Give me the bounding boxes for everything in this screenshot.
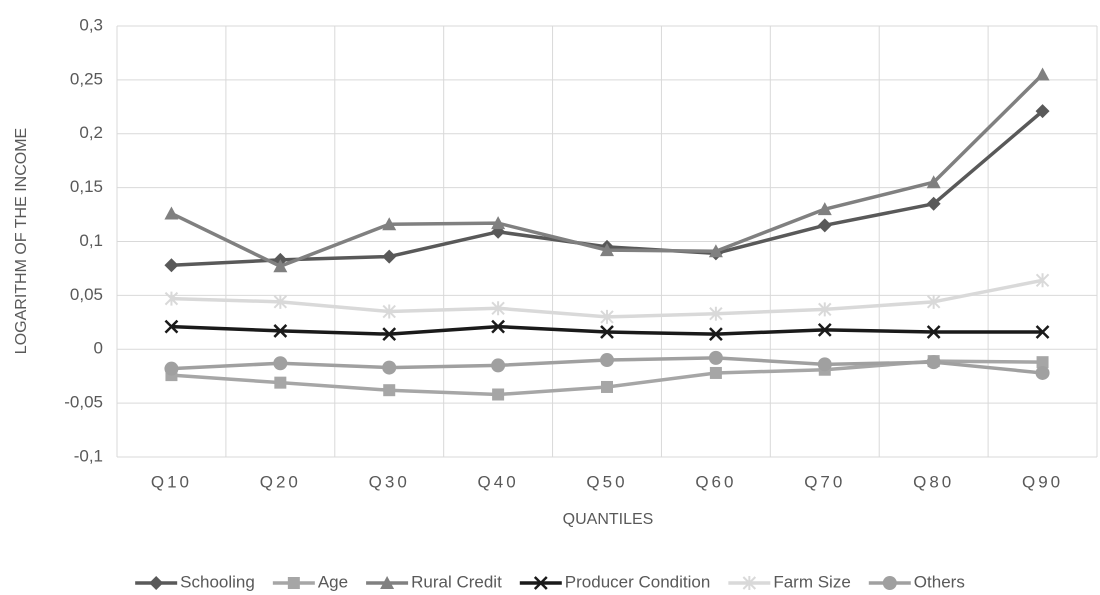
data-point	[1035, 104, 1050, 119]
y-tick-label: 0,05	[70, 285, 103, 304]
x-tick-label: Q30	[369, 472, 410, 491]
legend: Schooling Age Rural Credit Producer Conditi…	[135, 572, 965, 591]
data-point	[600, 325, 614, 339]
data-point	[491, 301, 505, 316]
data-point	[708, 350, 723, 365]
data-point	[926, 325, 941, 339]
x-axis-title: QUANTILES	[563, 511, 654, 528]
data-point	[273, 259, 288, 273]
data-point	[818, 302, 832, 317]
legend-label: Schooling	[180, 572, 255, 591]
data-point	[382, 217, 397, 231]
data-point	[709, 306, 723, 321]
legend-label: Rural Credit	[411, 572, 502, 591]
data-point	[273, 356, 288, 371]
data-point	[491, 319, 505, 334]
series-line	[170, 73, 1044, 269]
data-point	[600, 353, 614, 368]
data-point	[164, 258, 179, 273]
data-point	[383, 384, 396, 397]
x-tick-label: Q60	[695, 472, 736, 491]
data-point	[1035, 67, 1050, 81]
y-tick-label: 0,2	[79, 123, 103, 142]
data-point	[164, 361, 179, 376]
data-point	[709, 327, 723, 342]
data-point	[273, 324, 288, 338]
legend-marker	[149, 576, 164, 590]
legend-marker	[380, 576, 395, 589]
data-point	[1035, 273, 1050, 288]
data-point	[1035, 325, 1050, 339]
x-tick-label: Q80	[913, 472, 954, 491]
x-tick-label: Q10	[151, 472, 192, 491]
data-point	[708, 244, 723, 258]
legend-marker	[287, 577, 300, 589]
data-point	[164, 319, 179, 334]
legend-label: Age	[318, 572, 348, 591]
data-point	[1035, 365, 1050, 380]
data-point	[492, 388, 505, 401]
data-point	[926, 355, 941, 370]
data-point	[164, 291, 179, 306]
data-point	[601, 380, 613, 393]
legend-label: Farm Size	[773, 572, 850, 591]
data-point	[817, 322, 832, 337]
x-tick-label: Q40	[478, 472, 519, 491]
x-tick-label: Q20	[260, 472, 301, 491]
data-point	[817, 202, 832, 216]
y-tick-label: 0,3	[79, 15, 103, 34]
y-tick-label: 0,1	[79, 231, 103, 250]
data-point	[600, 243, 614, 257]
data-point	[382, 249, 397, 264]
x-tick-label: Q50	[586, 472, 627, 491]
data-point	[926, 196, 941, 211]
data-point	[164, 206, 179, 220]
data-point	[817, 218, 832, 233]
data-point	[600, 309, 614, 324]
y-tick-label: -0,05	[64, 393, 103, 412]
legend-label: Others	[914, 572, 965, 591]
data-point	[709, 366, 722, 379]
data-point	[817, 357, 832, 372]
data-point	[274, 376, 287, 389]
y-tick-label: 0,15	[70, 177, 103, 196]
y-tick-label: 0,25	[70, 69, 103, 88]
x-tick-label: Q90	[1022, 472, 1063, 491]
data-point	[926, 294, 941, 309]
data-point	[382, 360, 397, 375]
legend-marker	[533, 576, 548, 590]
y-tick-label: 0	[94, 339, 103, 358]
data-point	[491, 216, 506, 230]
legend-label: Producer Condition	[565, 572, 711, 591]
y-tick-label: -0,1	[74, 446, 103, 465]
data-point	[382, 327, 397, 342]
data-point	[1036, 356, 1049, 369]
data-point	[926, 175, 941, 189]
y-axis-title: LOGARITHM OF THE INCOME	[13, 128, 30, 354]
data-point	[382, 304, 396, 319]
x-tick-label: Q70	[804, 472, 845, 491]
data-point	[491, 358, 506, 373]
legend-marker	[882, 576, 897, 590]
legend-marker	[742, 576, 757, 590]
data-point	[273, 294, 288, 309]
